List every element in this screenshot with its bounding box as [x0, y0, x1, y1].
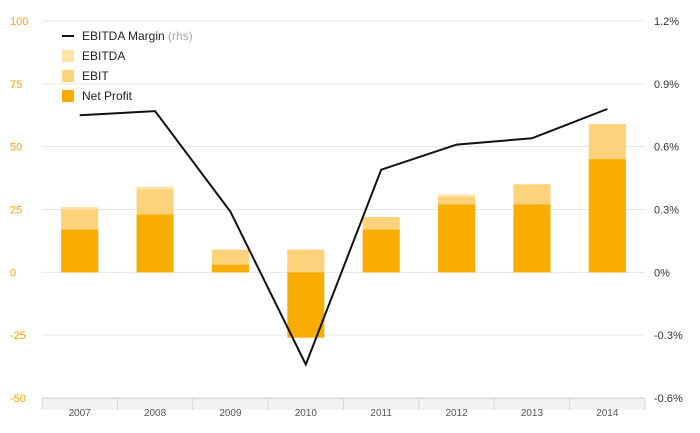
legend-swatch-ebitda	[62, 50, 74, 62]
x-tick-label: 2008	[144, 408, 167, 419]
x-tick-label: 2014	[596, 408, 619, 419]
x-tick-label: 2007	[69, 408, 92, 419]
legend-label-margin-name: EBITDA Margin	[82, 29, 168, 43]
x-tick-label: 2011	[370, 408, 392, 419]
ebit-bar	[287, 249, 325, 273]
y-tick-left: 25	[10, 205, 22, 217]
grid-lines	[42, 20, 645, 399]
y-tick-left: -25	[10, 330, 26, 342]
bars	[61, 124, 626, 338]
legend-label-ebitda: EBITDA	[82, 49, 125, 63]
net-profit-bar	[61, 229, 99, 273]
net-profit-bar	[136, 214, 174, 273]
ebitda-margin-line	[79, 108, 608, 367]
legend-label-margin: EBITDA Margin (rhs)	[82, 29, 193, 43]
legend-label-ebit: EBIT	[82, 69, 109, 83]
net-profit-bar	[513, 204, 551, 273]
y-tick-left: 50	[10, 142, 22, 154]
margin-line	[79, 108, 608, 367]
y-tick-right: 0.6%	[654, 142, 679, 154]
x-tick-label: 2009	[219, 408, 242, 419]
y-tick-right: 1.2%	[654, 16, 679, 28]
net-profit-bar	[211, 264, 249, 273]
net-profit-bar	[287, 272, 325, 338]
legend-swatch-net-profit	[62, 90, 74, 102]
net-profit-bar	[438, 204, 476, 273]
legend-label-margin-suffix: (rhs)	[168, 29, 193, 43]
y-tick-right: -0.3%	[654, 330, 683, 342]
legend: EBITDA Margin (rhs) EBITDA EBIT Net Profit	[62, 29, 193, 103]
legend-swatch-ebit	[62, 70, 74, 82]
x-tick-label: 2010	[295, 408, 318, 419]
net-profit-bar	[588, 159, 626, 273]
y-tick-left: -50	[10, 393, 26, 405]
x-tick-label: 2012	[445, 408, 468, 419]
x-tick-label: 2013	[521, 408, 544, 419]
y-tick-left: 75	[10, 79, 22, 91]
y-tick-left: 0	[10, 267, 16, 279]
y-tick-left: 100	[10, 16, 28, 28]
net-profit-bar	[362, 229, 400, 273]
legend-label-net-profit: Net Profit	[82, 89, 133, 103]
y-tick-right: 0.3%	[654, 205, 679, 217]
y-tick-right: 0%	[654, 267, 670, 279]
y-tick-right: 0.9%	[654, 79, 679, 91]
axes: -50 -25 0 25 50 75 100 -0.6% -0.3% 0% 0.3% 0.6% 0.9%…	[10, 16, 683, 419]
y-tick-right: -0.6%	[654, 393, 683, 405]
